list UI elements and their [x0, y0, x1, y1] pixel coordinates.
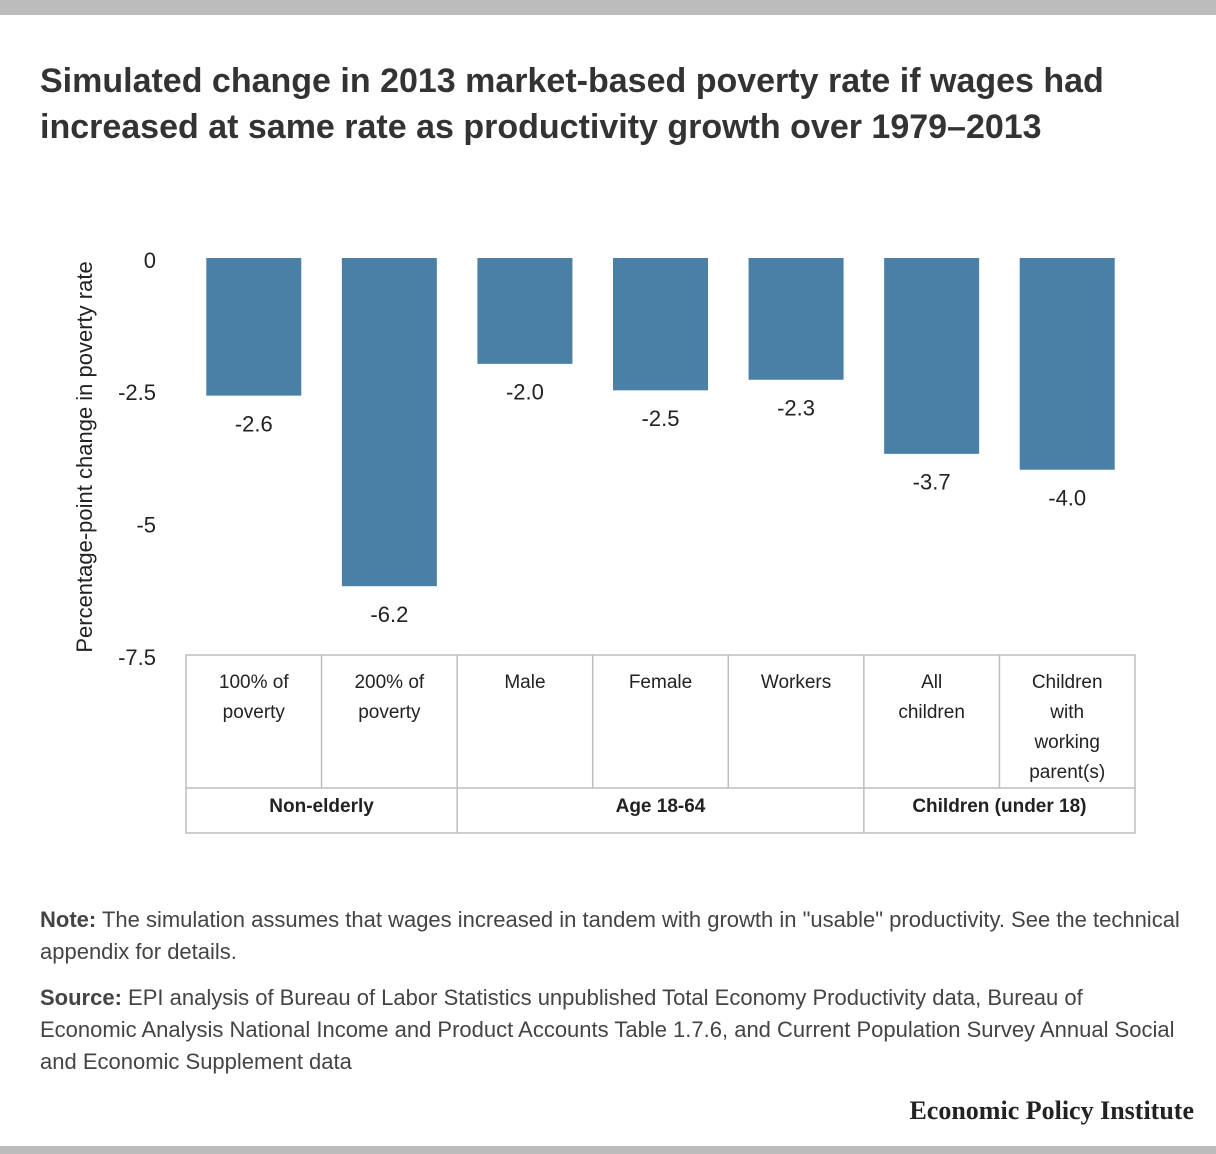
- value-label: -2.3: [777, 396, 815, 421]
- note-text: The simulation assumes that wages increa…: [40, 907, 1180, 964]
- top-bar: [0, 0, 1216, 15]
- y-tick-label: 0: [144, 248, 156, 273]
- note-label: Note:: [40, 907, 97, 932]
- bar: [206, 258, 302, 396]
- bar: [477, 258, 573, 364]
- y-tick-label: -7.5: [118, 645, 156, 670]
- source: Source: EPI analysis of Bureau of Labor …: [40, 982, 1180, 1078]
- y-tick-label: -2.5: [118, 380, 156, 405]
- category-label: Female: [628, 672, 693, 693]
- bottom-bar: [0, 1146, 1216, 1154]
- value-label: -3.7: [913, 470, 951, 495]
- group-label: Age 18-64: [615, 796, 706, 817]
- category-label: Children with working parent(s): [1029, 672, 1106, 783]
- category-label: 200% of poverty: [354, 672, 425, 723]
- y-tick-label: -5: [136, 512, 156, 537]
- category-label: Male: [504, 672, 546, 693]
- category-label: 100% of poverty: [218, 672, 289, 723]
- bar: [748, 258, 844, 380]
- category-label: All children: [898, 672, 965, 723]
- group-label: Non-elderly: [269, 796, 374, 817]
- source-label: Source:: [40, 985, 122, 1010]
- source-text: EPI analysis of Bureau of Labor Statisti…: [40, 985, 1175, 1074]
- value-label: -2.6: [235, 411, 273, 436]
- y-axis-label: Percentage-point change in poverty rate: [72, 261, 97, 652]
- value-label: -2.0: [506, 380, 544, 405]
- value-label: -6.2: [370, 602, 408, 627]
- bar: [1019, 258, 1115, 470]
- bar: [884, 258, 980, 454]
- footer: Economic Policy Institute: [909, 1096, 1194, 1125]
- table-border: [185, 654, 1136, 834]
- value-label: -2.5: [642, 406, 680, 431]
- bar: [613, 258, 708, 391]
- value-label: -4.0: [1048, 486, 1086, 511]
- bar: [341, 258, 437, 587]
- note: Note: The simulation assumes that wages …: [40, 904, 1180, 968]
- group-label: Children (under 18): [912, 796, 1087, 817]
- chart-title: Simulated change in 2013 market-based po…: [40, 62, 1104, 146]
- category-label: Workers: [760, 672, 832, 693]
